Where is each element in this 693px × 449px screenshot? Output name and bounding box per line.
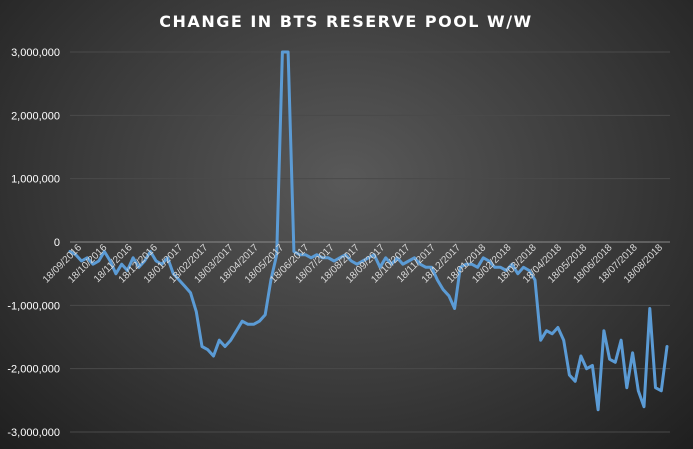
series-group bbox=[68, 50, 669, 412]
gridlines bbox=[70, 51, 670, 433]
series-line bbox=[68, 50, 669, 412]
y-tick-label: 3,000,000 bbox=[11, 47, 60, 59]
chart-title: CHANGE IN BTS RESERVE POOL W/W bbox=[159, 12, 532, 31]
y-tick-label: 0 bbox=[54, 237, 60, 249]
y-axis: 3,000,000 2,000,000 1,000,000 0 -1,000,000 -2… bbox=[7, 47, 60, 439]
y-tick-label: -2,000,000 bbox=[7, 364, 60, 376]
x-axis: 18/09/201618/10/201618/11/201618/12/2016… bbox=[41, 242, 665, 286]
y-tick-label: -3,000,000 bbox=[7, 427, 60, 439]
y-tick-label: -1,000,000 bbox=[7, 300, 60, 312]
y-tick-label: 1,000,000 bbox=[11, 174, 60, 186]
y-tick-label: 2,000,000 bbox=[11, 110, 60, 122]
